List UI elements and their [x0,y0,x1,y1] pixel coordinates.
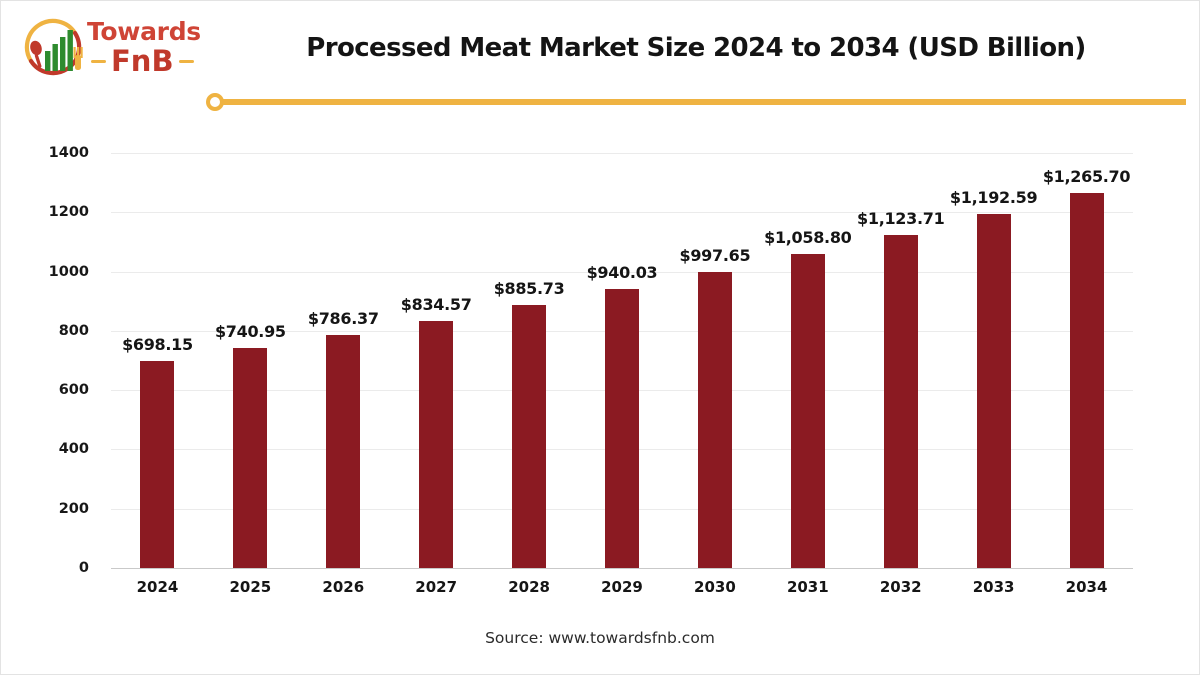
bar[interactable] [697,272,732,568]
x-axis-tick: 2033 [947,153,1040,596]
bar-group[interactable]: $740.95 [204,153,297,568]
dash-right-icon [178,60,194,63]
x-axis-tick: 2025 [204,153,297,596]
x-axis-tick-label: 2032 [879,578,922,596]
bar[interactable] [419,320,454,568]
x-axis-tick: 2034 [1040,153,1133,596]
brand-word-fnb: FnB [111,44,174,78]
x-axis-tick: 2032 [854,153,947,596]
bar-group[interactable]: $698.15 [111,153,204,568]
y-axis-tick-label: 1200 [48,204,89,221]
x-axis-tick-label: 2034 [1065,578,1108,596]
y-axis-tick-label: 0 [78,560,89,576]
x-axis-tick-label: 2033 [972,578,1015,596]
bar-value-label: $786.37 [307,308,379,328]
bar-value-label: $1,265.70 [1042,166,1131,186]
x-axis-tick: 2028 [483,153,576,596]
dash-left-icon [91,60,106,63]
accent-divider [206,93,1186,111]
bar[interactable] [604,289,639,568]
x-axis-tick: 2026 [297,153,390,596]
bar-group[interactable]: $1,123.71 [854,153,947,568]
y-axis-tick-label: 800 [58,322,89,339]
bar-group[interactable]: $1,192.59 [947,153,1040,568]
bar-value-label: $834.57 [400,294,472,314]
gridline [111,212,1133,214]
x-axis-tick-label: 2029 [601,578,643,596]
x-axis-tick: 2027 [390,153,483,596]
bar-group[interactable]: $885.73 [483,153,576,568]
bar-value-label: $885.73 [493,279,565,299]
ring-icon [206,93,224,111]
brand-wordmark: Towards FnB [87,19,219,81]
plot-area: 0 200 400 600 800 1000 1200 1400 $698.15 $740.95… [49,145,1133,596]
towardsfnb-logo-icon [24,18,83,76]
divider-line [223,99,1186,105]
bar[interactable] [233,348,268,568]
y-axis-tick-label: 200 [58,500,89,517]
x-axis-tick-label: 2025 [229,578,272,596]
bar-chart: 0 200 400 600 800 1000 1200 1400 $698.15 $740.95… [1,131,1191,611]
y-axis-tick-label: 1000 [48,263,89,280]
bar-group[interactable]: $1,265.70 [1040,153,1133,568]
x-axis-tick: 2029 [576,153,669,596]
bar[interactable] [976,214,1011,568]
bar-value-label: $1,192.59 [949,188,1038,208]
y-axis-tick-label: 1400 [48,145,89,161]
brand-logo: Towards FnB [23,15,218,87]
bar[interactable] [883,234,918,568]
brand-word-fnb-row: FnB [91,47,194,76]
bar[interactable] [326,334,361,568]
x-axis-tick-label: 2026 [322,578,365,596]
gridline [111,568,1133,569]
bar[interactable] [1069,192,1104,568]
bar-group[interactable]: $786.37 [297,153,390,568]
x-axis-tick-label: 2031 [786,578,829,596]
x-axis-tick-label: 2030 [694,578,736,596]
x-axis-tick-label: 2028 [508,578,550,596]
bar[interactable] [140,361,175,568]
gridline [111,153,1133,154]
x-axis-tick-label: 2024 [136,578,179,596]
brand-word-towards: Towards [87,17,201,46]
bar-group[interactable]: $997.65 [668,153,761,568]
bar-group[interactable]: $940.03 [576,153,669,568]
y-axis-tick-label: 400 [58,441,89,458]
source-note: Source: www.towardsfnb.com [485,629,715,647]
bar-value-label: $1,123.71 [857,208,945,228]
bar-value-label: $740.95 [214,322,286,342]
gridline [111,271,1133,273]
y-axis-tick-label: 600 [58,382,89,399]
bar[interactable] [512,305,547,568]
bar-group[interactable]: $834.57 [390,153,483,568]
bar-value-label: $1,058.80 [764,228,852,248]
bar-group[interactable]: $1,058.80 [761,153,854,568]
bar[interactable] [790,254,825,568]
x-axis-tick: 2030 [668,153,761,596]
bar-value-label: $940.03 [586,263,658,283]
bar-value-label: $698.15 [122,335,193,355]
chart-title: Processed Meat Market Size 2024 to 2034 … [306,33,1086,63]
x-axis-tick: 2031 [761,153,854,596]
x-axis-tick: 2024 [111,153,204,596]
x-axis-tick-label: 2027 [415,578,458,596]
bar-value-label: $997.65 [679,246,751,266]
